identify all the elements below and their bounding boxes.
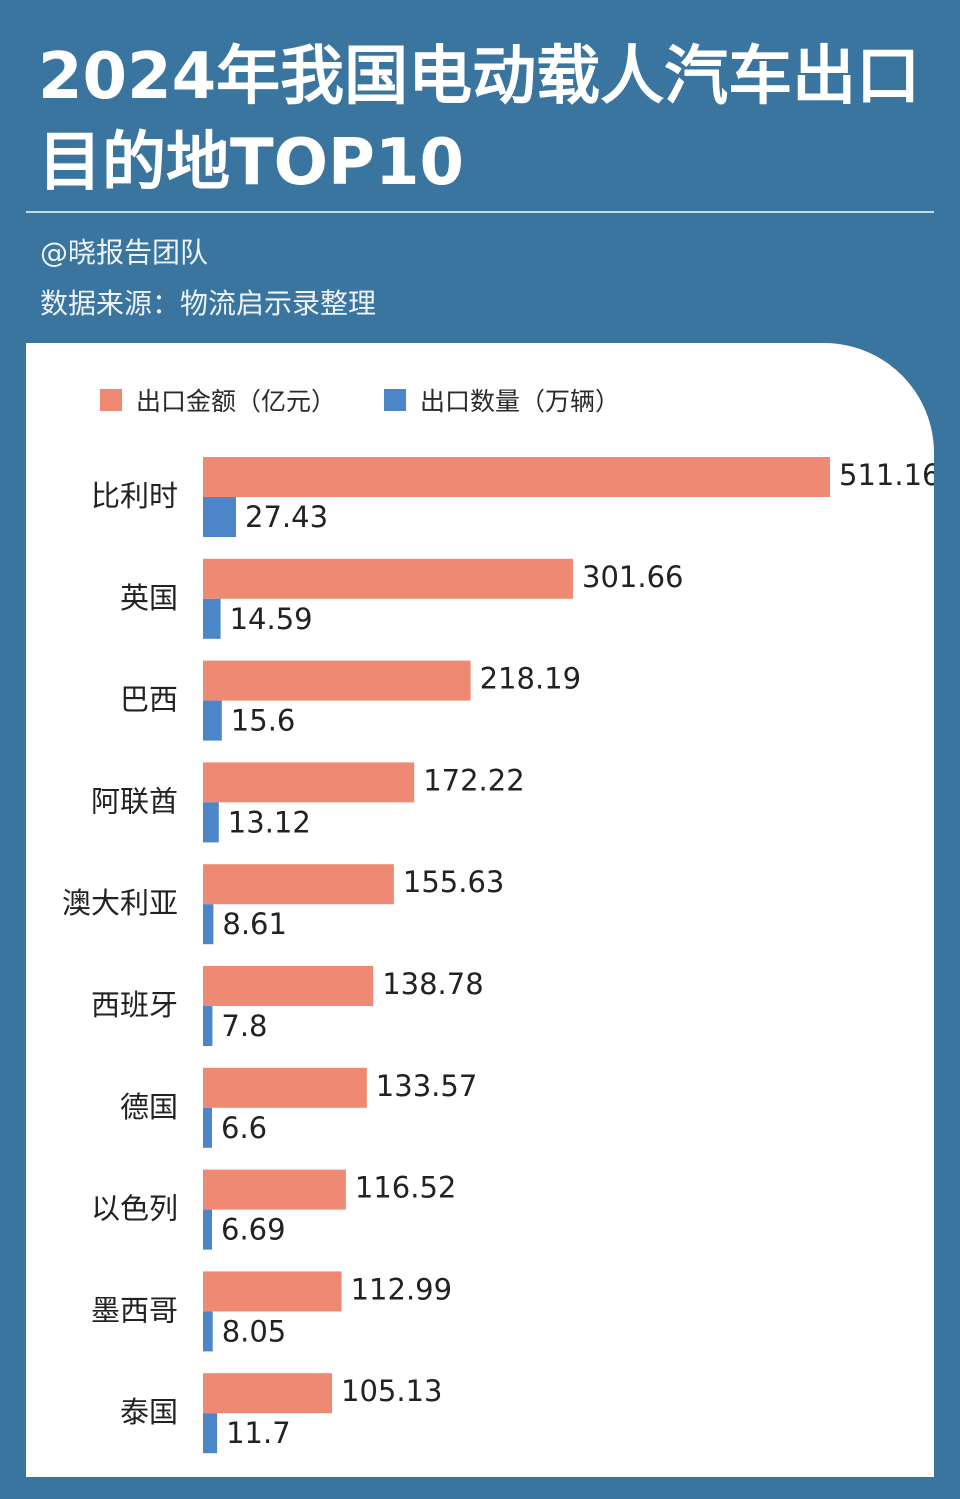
- category-label-2: 英国: [120, 581, 178, 615]
- quantity-bar-10: [203, 1413, 218, 1454]
- legend-label-2: 出口数量（万辆）: [420, 387, 620, 416]
- category-label-3: 巴西: [120, 683, 178, 717]
- category-label-4: 阿联酋: [91, 784, 178, 818]
- quantity-bar-5: [203, 904, 214, 945]
- title-line-2: 目的地TOP10: [38, 126, 465, 200]
- bar-chart: 出口金额（亿元） 出口数量（万辆） 比利时 511.16 27.43 英国 301.66 14…: [62, 387, 934, 1454]
- category-label-9: 墨西哥: [91, 1293, 178, 1327]
- amount-bar-10: [203, 1373, 332, 1414]
- amount-bar-8: [203, 1169, 346, 1210]
- header-divider: [26, 211, 934, 213]
- data-source: 数据来源：物流启示录整理: [40, 287, 377, 320]
- quantity-value-5: 8.61: [222, 907, 287, 941]
- amount-bar-4: [203, 762, 415, 803]
- amount-bar-3: [203, 660, 471, 701]
- category-label-1: 比利时: [91, 479, 178, 513]
- quantity-value-1: 27.43: [245, 500, 328, 534]
- category-label-8: 以色列: [91, 1192, 178, 1226]
- quantity-value-4: 13.12: [228, 805, 311, 839]
- quantity-value-3: 15.6: [231, 704, 296, 738]
- amount-value-6: 138.78: [382, 967, 483, 1001]
- amount-value-10: 105.13: [341, 1374, 442, 1408]
- amount-value-2: 301.66: [582, 560, 683, 594]
- category-label-6: 西班牙: [91, 988, 178, 1022]
- quantity-value-10: 11.7: [226, 1416, 291, 1450]
- quantity-value-7: 6.6: [221, 1111, 267, 1145]
- amount-value-5: 155.63: [403, 865, 504, 899]
- amount-value-4: 172.22: [423, 763, 524, 797]
- quantity-bar-7: [203, 1107, 212, 1148]
- amount-value-1: 511.16: [839, 458, 934, 492]
- amount-bar-2: [203, 558, 573, 599]
- quantity-bar-4: [203, 802, 219, 843]
- chart-card: 出口金额（亿元） 出口数量（万辆） 比利时 511.16 27.43 英国 301.66 14…: [26, 343, 934, 1477]
- quantity-value-2: 14.59: [230, 602, 313, 636]
- amount-bar-5: [203, 864, 394, 905]
- legend-swatch-1: [100, 389, 122, 411]
- amount-value-7: 133.57: [376, 1069, 477, 1103]
- legend-label-1: 出口金额（亿元）: [136, 387, 336, 416]
- quantity-bar-8: [203, 1209, 212, 1250]
- amount-bar-1: [203, 457, 830, 497]
- quantity-bar-9: [203, 1311, 213, 1352]
- category-label-5: 澳大利亚: [62, 886, 178, 920]
- amount-value-3: 218.19: [480, 662, 581, 696]
- quantity-value-8: 6.69: [221, 1213, 286, 1247]
- quantity-value-9: 8.05: [222, 1314, 287, 1348]
- amount-bar-6: [203, 966, 374, 1006]
- quantity-bar-1: [203, 497, 236, 537]
- quantity-value-6: 7.8: [221, 1009, 267, 1043]
- amount-value-9: 112.99: [351, 1272, 452, 1306]
- chart-title: 2024年我国电动载人汽车出口 目的地TOP10: [38, 34, 938, 206]
- quantity-bar-6: [203, 1006, 213, 1046]
- author-credit: @晓报告团队: [40, 236, 209, 269]
- amount-bar-7: [203, 1067, 367, 1108]
- amount-bar-9: [203, 1271, 342, 1312]
- quantity-bar-2: [203, 598, 221, 639]
- title-line-1: 2024年我国电动载人汽车出口: [38, 40, 921, 114]
- legend-swatch-2: [384, 389, 406, 411]
- amount-value-8: 116.52: [355, 1171, 456, 1205]
- category-label-7: 德国: [120, 1090, 178, 1124]
- quantity-bar-3: [203, 700, 222, 741]
- category-label-10: 泰国: [120, 1395, 178, 1429]
